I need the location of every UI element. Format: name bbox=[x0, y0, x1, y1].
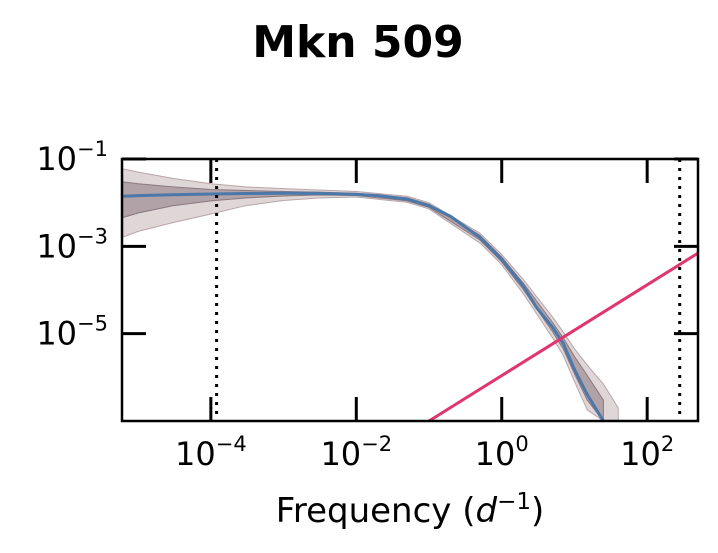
outer-confidence-band bbox=[122, 168, 619, 421]
x-tick-label-0: 10−4 bbox=[175, 432, 247, 473]
model-median-line bbox=[122, 191, 605, 421]
y-tick-label-1: 10−3 bbox=[36, 224, 108, 265]
y-tick-label-0: 10−1 bbox=[36, 137, 108, 178]
chart-title: Mkn 509 bbox=[252, 17, 464, 68]
noise-level-line bbox=[428, 251, 698, 421]
x-axis-label: Frequency (d−1) bbox=[276, 489, 544, 531]
plot-frame bbox=[120, 157, 700, 423]
x-tick-label-1: 10−2 bbox=[320, 432, 392, 473]
x-tick-label-3: 102 bbox=[620, 432, 674, 473]
y-tick-label-2: 10−5 bbox=[36, 312, 108, 353]
x-tick-label-2: 100 bbox=[475, 432, 529, 473]
plot-area bbox=[122, 159, 698, 421]
